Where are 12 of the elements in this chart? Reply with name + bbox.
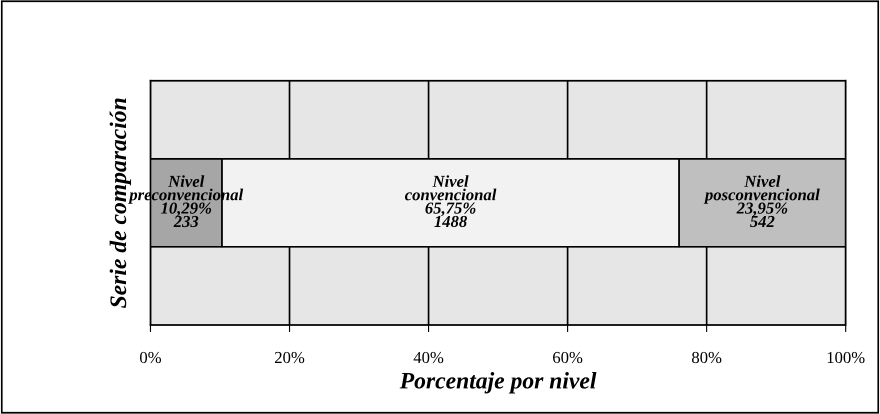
data-label: 10,29% 233 [160,202,212,228]
data-label: 65,75% 1488 [425,202,476,228]
x-tick-label: 100% [828,352,865,364]
series-label: Nivel posconvencional [704,175,820,204]
x-tick-label: 80% [692,352,722,364]
x-tick-label: 20% [274,352,304,364]
x-tick-label: 60% [553,352,582,364]
x-tick-label: 0% [140,352,162,364]
x-axis-title: Porcentaje por nivel [400,372,596,394]
series-label: Nivel convencional [404,175,496,200]
x-tick-label: 40% [414,352,444,364]
data-label: 23,95% 542 [736,202,788,228]
